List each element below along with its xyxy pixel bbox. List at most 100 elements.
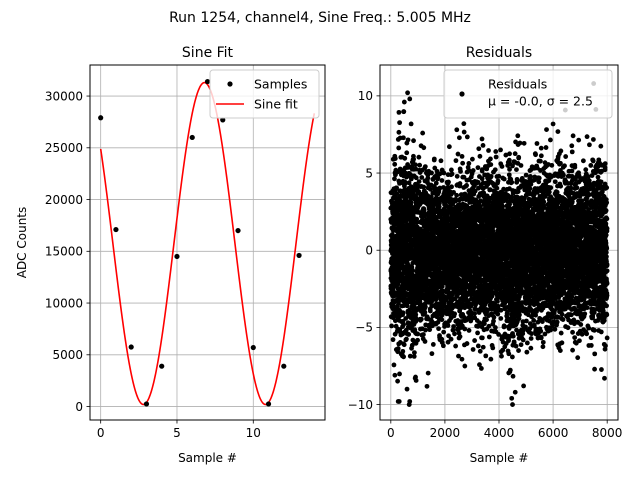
- residual-point: [486, 334, 492, 340]
- sine-fit-data: [98, 78, 316, 407]
- residual-point: [449, 171, 455, 177]
- sample-point: [220, 117, 226, 123]
- residual-point: [428, 186, 433, 192]
- residual-point: [401, 109, 407, 115]
- residual-point: [480, 143, 486, 148]
- residual-point: [462, 326, 468, 332]
- residual-point: [440, 343, 446, 349]
- residual-point: [495, 178, 501, 184]
- residual-point: [390, 337, 396, 343]
- legend-samples-marker: [227, 81, 233, 87]
- figure-title: Run 1254, channel4, Sine Freq.: 5.005 MH…: [169, 10, 471, 26]
- residual-point: [422, 213, 427, 219]
- residual-point: [517, 312, 522, 318]
- y-tick-label: 20000: [45, 193, 83, 207]
- residual-point: [429, 170, 434, 176]
- sample-point: [204, 78, 211, 85]
- residual-point: [462, 363, 468, 369]
- residual-point: [392, 318, 398, 324]
- residuals-title: Residuals: [466, 45, 532, 61]
- residual-point: [455, 151, 461, 157]
- residual-point: [475, 330, 480, 336]
- residual-point: [445, 323, 451, 328]
- sine-fit-frame: [89, 64, 326, 421]
- residual-point: [429, 351, 435, 357]
- residual-point: [520, 337, 526, 343]
- residual-point: [507, 151, 512, 157]
- residual-point: [402, 155, 408, 161]
- residual-point: [453, 158, 459, 164]
- residual-point: [450, 327, 456, 333]
- sine-fit-legend: Samples Sine fit: [209, 69, 320, 119]
- residual-point: [451, 324, 456, 329]
- residual-point: [479, 136, 485, 142]
- residual-point: [409, 342, 415, 348]
- residual-point: [394, 185, 400, 191]
- residual-point: [517, 140, 523, 146]
- residual-point: [413, 317, 419, 323]
- residual-point: [420, 130, 426, 136]
- residual-point: [509, 395, 515, 401]
- residual-point: [397, 120, 403, 126]
- residual-point: [408, 121, 414, 127]
- residual-point: [461, 174, 467, 180]
- residual-point: [475, 343, 481, 349]
- residual-point: [501, 323, 507, 329]
- residual-point: [452, 331, 457, 337]
- residual-point: [486, 148, 491, 153]
- residual-point: [475, 324, 481, 329]
- residual-point: [456, 135, 462, 141]
- residual-point: [480, 344, 486, 350]
- residual-point: [401, 342, 407, 348]
- residual-point: [441, 301, 447, 307]
- residual-point: [404, 303, 410, 309]
- y-tick-label: 15000: [45, 245, 83, 259]
- residual-point: [457, 181, 463, 186]
- residual-point: [464, 183, 469, 188]
- sample-point: [143, 401, 150, 407]
- residual-point: [431, 156, 437, 162]
- x-tick-label: 10: [246, 426, 261, 440]
- residual-point: [392, 176, 397, 182]
- residual-point: [459, 153, 465, 159]
- residual-point: [507, 367, 513, 373]
- residual-point: [437, 185, 443, 191]
- residual-point: [395, 378, 401, 384]
- residual-point: [457, 334, 463, 340]
- sine-fit-legend-box: [209, 69, 320, 119]
- residual-point: [500, 203, 506, 209]
- sample-point: [235, 227, 241, 234]
- residual-point: [488, 356, 494, 362]
- residual-point: [477, 153, 483, 159]
- residual-point: [449, 167, 454, 173]
- residual-point: [439, 178, 445, 183]
- residual-point: [412, 350, 417, 355]
- residual-point: [425, 175, 431, 181]
- residual-point: [396, 109, 402, 115]
- residual-point: [413, 312, 419, 318]
- legend-sine-fit-label: Sine fit: [254, 97, 298, 112]
- residual-point: [466, 328, 472, 333]
- residual-point: [427, 327, 433, 333]
- residual-point: [493, 325, 498, 330]
- residual-point: [395, 346, 401, 351]
- residual-point: [396, 300, 401, 306]
- residual-point: [518, 163, 524, 168]
- residual-point: [454, 127, 460, 133]
- residual-point: [516, 348, 521, 353]
- residual-point: [475, 179, 481, 185]
- sample-point: [98, 115, 104, 121]
- residual-point: [397, 181, 402, 186]
- residual-point: [421, 332, 426, 337]
- residual-point: [472, 311, 477, 316]
- residual-point: [493, 154, 499, 160]
- residual-point: [392, 156, 398, 161]
- residual-point: [515, 177, 520, 183]
- residual-point: [464, 134, 470, 140]
- residual-point: [404, 150, 410, 156]
- legend-samples-label: Samples: [254, 77, 307, 92]
- residual-point: [391, 362, 397, 368]
